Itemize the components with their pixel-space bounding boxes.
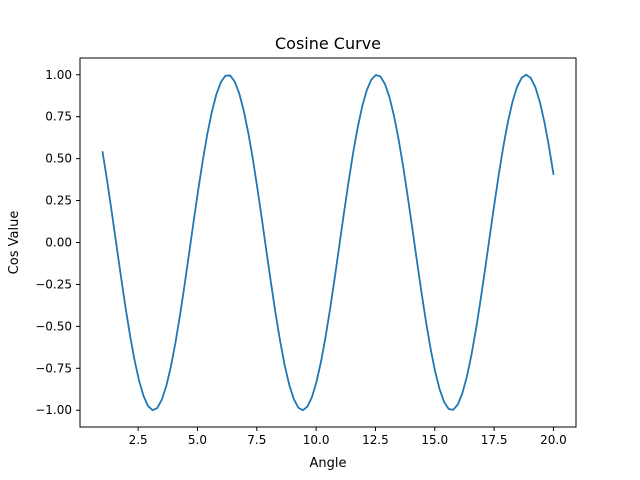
y-tick-label: 0.50 bbox=[45, 152, 72, 166]
chart-title: Cosine Curve bbox=[275, 34, 381, 53]
y-axis-label: Cos Value bbox=[7, 211, 22, 275]
x-tick-label: 15.0 bbox=[421, 433, 448, 447]
x-axis-label: Angle bbox=[310, 456, 347, 471]
x-tick-label: 17.5 bbox=[481, 433, 508, 447]
y-tick-label: 0.25 bbox=[45, 194, 72, 208]
y-axis-ticks: −1.00 −0.75 −0.50 −0.25 0.00 0.25 0.50 0.75 1.00 bbox=[35, 68, 80, 417]
plot-area bbox=[80, 58, 576, 427]
y-tick-label: 0.75 bbox=[45, 110, 72, 124]
cosine-line bbox=[101, 73, 555, 412]
y-tick-label: −0.50 bbox=[35, 319, 72, 333]
x-tick-label: 20.0 bbox=[540, 433, 567, 447]
y-tick-label: 1.00 bbox=[45, 68, 72, 82]
x-tick-label: 12.5 bbox=[362, 433, 389, 447]
y-tick-label: −0.25 bbox=[35, 277, 72, 291]
x-tick-label: 2.5 bbox=[129, 433, 148, 447]
y-tick-label: −1.00 bbox=[35, 403, 72, 417]
y-tick-label: 0.00 bbox=[45, 236, 72, 250]
series-layer bbox=[101, 73, 555, 412]
y-tick-label: −0.75 bbox=[35, 361, 72, 375]
x-tick-label: 5.0 bbox=[188, 433, 207, 447]
x-axis-ticks: 2.5 5.0 7.5 10.0 12.5 15.0 17.5 20.0 bbox=[129, 427, 567, 447]
x-tick-label: 7.5 bbox=[247, 433, 266, 447]
x-tick-label: 10.0 bbox=[303, 433, 330, 447]
